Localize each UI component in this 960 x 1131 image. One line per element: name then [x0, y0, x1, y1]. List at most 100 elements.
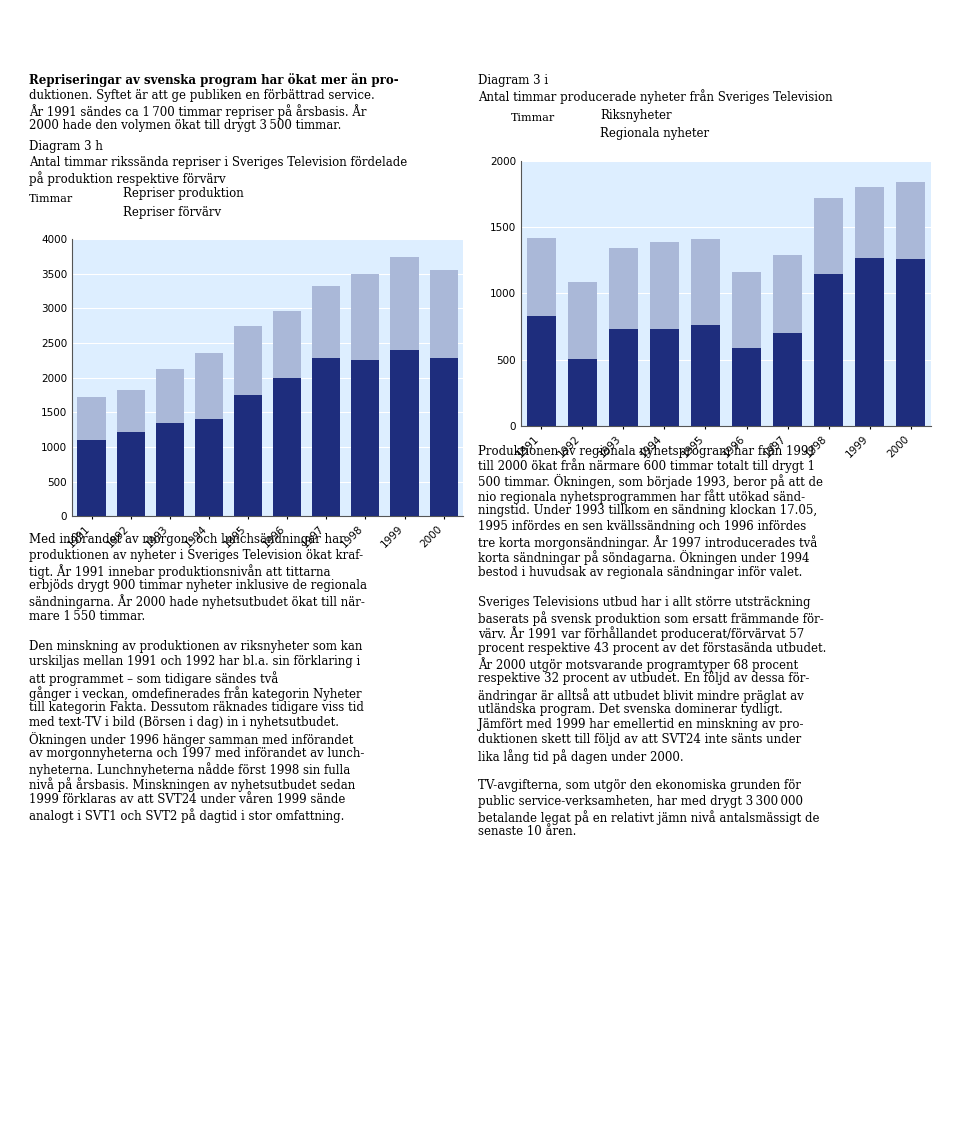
Text: public service-verksamheten, har med drygt 3 300 000: public service-verksamheten, har med dry… — [478, 795, 803, 808]
Text: betalande legat på en relativt jämn nivå antalsmässigt de: betalande legat på en relativt jämn nivå… — [478, 810, 819, 824]
Text: nivå på årsbasis. Minskningen av nyhetsutbudet sedan: nivå på årsbasis. Minskningen av nyhetsu… — [29, 778, 355, 793]
Bar — [814, 198, 844, 274]
Bar — [896, 182, 925, 259]
Bar — [351, 274, 379, 361]
Text: tre korta morgonsändningar. År 1997 introducerades två: tre korta morgonsändningar. År 1997 intr… — [478, 535, 817, 550]
Bar — [650, 242, 680, 329]
Text: Repriser förvärv: Repriser förvärv — [123, 206, 221, 218]
Text: PUBLIC SERVICE-UPPFÖLJNING 2000: PUBLIC SERVICE-UPPFÖLJNING 2000 — [662, 20, 946, 36]
Text: att programmet – som tidigare sändes två: att programmet – som tidigare sändes två — [29, 671, 278, 685]
Bar — [526, 238, 556, 316]
Text: Med införandet av morgon- och lunchsändningar har: Med införandet av morgon- och lunchsändn… — [29, 534, 345, 546]
Bar — [273, 378, 301, 517]
Bar — [896, 259, 925, 426]
Text: 20: 20 — [456, 21, 475, 35]
Text: med text-TV i bild (Börsen i dag) in i nyhetsutbudet.: med text-TV i bild (Börsen i dag) in i n… — [29, 717, 339, 729]
Bar — [609, 329, 638, 426]
Text: respektive 32 procent av utbudet. En följd av dessa för-: respektive 32 procent av utbudet. En föl… — [478, 673, 809, 685]
Text: analogt i SVT1 och SVT2 på dagtid i stor omfattning.: analogt i SVT1 och SVT2 på dagtid i stor… — [29, 809, 345, 823]
Bar — [526, 316, 556, 426]
Text: duktionen. Syftet är att ge publiken en förbättrad service.: duktionen. Syftet är att ge publiken en … — [29, 89, 374, 102]
Text: bestod i huvudsak av regionala sändningar inför valet.: bestod i huvudsak av regionala sändninga… — [478, 566, 802, 578]
Text: erbjöds drygt 900 timmar nyheter inklusive de regionala: erbjöds drygt 900 timmar nyheter inklusi… — [29, 579, 367, 592]
Bar — [78, 397, 106, 440]
Text: produktionen av nyheter i Sveriges Television ökat kraf-: produktionen av nyheter i Sveriges Telev… — [29, 549, 363, 561]
Text: Regionala nyheter: Regionala nyheter — [601, 127, 709, 140]
Text: mare 1 550 timmar.: mare 1 550 timmar. — [29, 610, 145, 622]
Bar — [195, 353, 223, 420]
Text: Den minskning av produktionen av riksnyheter som kan: Den minskning av produktionen av riksnyh… — [29, 640, 362, 653]
Text: duktionen skett till följd av att SVT24 inte sänts under: duktionen skett till följd av att SVT24 … — [478, 734, 801, 746]
Text: utländska program. Det svenska dominerar tydligt.: utländska program. Det svenska dominerar… — [478, 703, 782, 716]
Text: sändningarna. År 2000 hade nyhetsutbudet ökat till när-: sändningarna. År 2000 hade nyhetsutbudet… — [29, 595, 365, 610]
Bar — [429, 269, 458, 359]
Bar — [854, 258, 884, 426]
Bar — [391, 351, 419, 517]
Bar — [732, 348, 761, 426]
Text: till kategorin Fakta. Dessutom räknades tidigare viss tid: till kategorin Fakta. Dessutom räknades … — [29, 701, 364, 714]
Bar — [690, 326, 720, 426]
Text: Diagram 3 h: Diagram 3 h — [29, 140, 103, 153]
Bar — [312, 286, 341, 359]
Bar — [116, 432, 145, 517]
Text: Ökningen under 1996 hänger samman med införandet: Ökningen under 1996 hänger samman med in… — [29, 732, 353, 746]
Bar — [429, 359, 458, 517]
Bar — [234, 326, 262, 395]
Bar — [273, 311, 301, 378]
Bar — [116, 390, 145, 432]
Text: tigt. År 1991 innebar produktionsnivån att tittarna: tigt. År 1991 innebar produktionsnivån a… — [29, 564, 330, 579]
Text: lika lång tid på dagen under 2000.: lika lång tid på dagen under 2000. — [478, 749, 684, 763]
Text: Sveriges Televisions utbud har i allt större utsträckning: Sveriges Televisions utbud har i allt st… — [478, 596, 810, 608]
Text: 500 timmar. Ökningen, som började 1993, beror på att de: 500 timmar. Ökningen, som började 1993, … — [478, 474, 823, 489]
Text: ändringar är alltså att utbudet blivit mindre präglat av: ändringar är alltså att utbudet blivit m… — [478, 688, 804, 702]
Text: Antal timmar producerade nyheter från Sveriges Television: Antal timmar producerade nyheter från Sv… — [478, 89, 832, 104]
Bar — [156, 423, 184, 517]
Bar — [773, 334, 803, 426]
Text: procent respektive 43 procent av det förstasända utbudet.: procent respektive 43 procent av det för… — [478, 642, 826, 655]
Text: Timmar: Timmar — [511, 113, 556, 122]
Text: TV-avgifterna, som utgör den ekonomiska grunden för: TV-avgifterna, som utgör den ekonomiska … — [478, 779, 801, 792]
Text: Antal timmar rikssända repriser i Sveriges Television fördelade: Antal timmar rikssända repriser i Sverig… — [29, 156, 407, 169]
Text: gånger i veckan, omdefinerades från kategorin Nyheter: gånger i veckan, omdefinerades från kate… — [29, 687, 361, 701]
Text: År 1991 sändes ca 1 700 timmar repriser på årsbasis. År: År 1991 sändes ca 1 700 timmar repriser … — [29, 104, 367, 119]
Text: baserats på svensk produktion som ersatt främmande för-: baserats på svensk produktion som ersatt… — [478, 612, 824, 627]
Bar — [854, 188, 884, 258]
Bar — [732, 273, 761, 348]
Bar — [609, 249, 638, 329]
Text: korta sändningar på söndagarna. Ökningen under 1994: korta sändningar på söndagarna. Ökningen… — [478, 551, 809, 566]
Bar — [567, 359, 597, 426]
Text: nio regionala nyhetsprogrammen har fått utökad sänd-: nio regionala nyhetsprogrammen har fått … — [478, 490, 804, 504]
Text: KAPITEL 3: KAPITEL 3 — [14, 21, 94, 35]
Text: Timmar: Timmar — [29, 195, 73, 205]
Text: Repriseringar av svenska program har ökat mer än pro-: Repriseringar av svenska program har öka… — [29, 74, 398, 87]
Bar — [195, 420, 223, 517]
Bar — [312, 359, 341, 517]
Text: värv. År 1991 var förhållandet producerat/förvärvat 57: värv. År 1991 var förhållandet producera… — [478, 627, 804, 641]
Text: År 2000 utgör motsvarande programtyper 68 procent: År 2000 utgör motsvarande programtyper 6… — [478, 657, 798, 672]
Text: urskiljas mellan 1991 och 1992 har bl.a. sin förklaring i: urskiljas mellan 1991 och 1992 har bl.a.… — [29, 656, 360, 668]
Text: 1995 infördes en sen kvällssändning och 1996 infördes: 1995 infördes en sen kvällssändning och … — [478, 520, 805, 533]
Bar — [351, 361, 379, 517]
Bar — [391, 257, 419, 351]
Text: till 2000 ökat från närmare 600 timmar totalt till drygt 1: till 2000 ökat från närmare 600 timmar t… — [478, 459, 815, 474]
Text: Riksnyheter: Riksnyheter — [601, 109, 672, 122]
Text: 1999 förklaras av att SVT24 under våren 1999 sände: 1999 förklaras av att SVT24 under våren … — [29, 793, 346, 805]
Text: Produktionen av regionala nyhetsprogram har från 1991: Produktionen av regionala nyhetsprogram … — [478, 443, 815, 458]
Text: ningstid. Under 1993 tillkom en sändning klockan 17.05,: ningstid. Under 1993 tillkom en sändning… — [478, 504, 817, 517]
Bar — [156, 369, 184, 423]
Bar — [567, 282, 597, 359]
Text: på produktion respektive förvärv: på produktion respektive förvärv — [29, 171, 226, 185]
Text: Diagram 3 i: Diagram 3 i — [478, 74, 548, 86]
Text: senaste 10 åren.: senaste 10 åren. — [478, 826, 576, 838]
Text: Repriser produktion: Repriser produktion — [123, 188, 244, 200]
Bar — [650, 329, 680, 426]
Text: nyheterna. Lunchnyheterna nådde först 1998 sin fulla: nyheterna. Lunchnyheterna nådde först 19… — [29, 762, 350, 777]
Text: Jämfört med 1999 har emellertid en minskning av pro-: Jämfört med 1999 har emellertid en minsk… — [478, 718, 804, 731]
Text: av morgonnyheterna och 1997 med införandet av lunch-: av morgonnyheterna och 1997 med införand… — [29, 748, 364, 760]
Bar — [690, 239, 720, 326]
Bar — [814, 274, 844, 426]
Bar — [234, 395, 262, 517]
Bar — [773, 254, 803, 334]
Bar — [78, 440, 106, 517]
Text: 2000 hade den volymen ökat till drygt 3 500 timmar.: 2000 hade den volymen ökat till drygt 3 … — [29, 120, 341, 132]
